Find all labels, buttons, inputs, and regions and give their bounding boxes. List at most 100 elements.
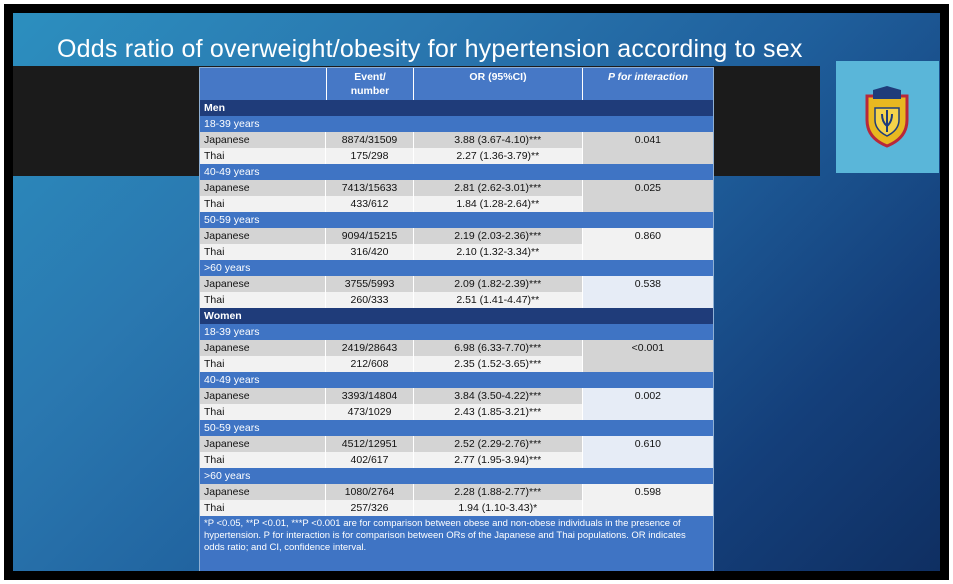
p-interaction-cell xyxy=(581,244,713,260)
p-interaction-cell xyxy=(581,196,713,212)
table-row: Thai 316/420 2.10 (1.32-3.34)** xyxy=(200,244,713,260)
p-interaction-cell: 0.002 xyxy=(581,388,713,404)
p-interaction-cell: 0.860 xyxy=(581,228,713,244)
p-interaction-cell: <0.001 xyxy=(581,340,713,356)
table-row: Japanese 3393/14804 3.84 (3.50-4.22)*** 0.0… xyxy=(200,388,713,404)
table-row: Thai 473/1029 2.43 (1.85-3.21)*** xyxy=(200,404,713,420)
table-row: Japanese 1080/2764 2.28 (1.88-2.77)*** 0.59… xyxy=(200,484,713,500)
header-event: Event/ xyxy=(354,71,386,83)
age-group-header: >60 years xyxy=(200,468,713,484)
population-cell: Japanese xyxy=(204,230,250,242)
table-row: Thai 433/612 1.84 (1.28-2.64)** xyxy=(200,196,713,212)
event-cell: 473/1029 xyxy=(325,404,412,420)
event-cell: 175/298 xyxy=(325,148,412,164)
table-row: Thai 402/617 2.77 (1.95-3.94)*** xyxy=(200,452,713,468)
slide-title: Odds ratio of overweight/obesity for hyp… xyxy=(57,35,803,63)
event-cell: 4512/12951 xyxy=(325,436,412,452)
event-cell: 2419/28643 xyxy=(325,340,412,356)
age-group-header: >60 years xyxy=(200,260,713,276)
population-cell: Thai xyxy=(204,454,225,466)
section-header: Women xyxy=(200,308,713,324)
odds-ratio-cell: 2.52 (2.29-2.76)*** xyxy=(412,436,582,452)
table-row: Japanese 7413/15633 2.81 (2.62-3.01)*** 0.0… xyxy=(200,180,713,196)
event-cell: 8874/31509 xyxy=(325,132,412,148)
p-interaction-cell: 0.025 xyxy=(581,180,713,196)
age-group-label: >60 years xyxy=(204,262,251,274)
table-body: Men 18-39 years Japanese 8874/31509 3.88 (3.… xyxy=(200,100,713,516)
header-p-interaction: P for interaction xyxy=(582,68,713,100)
p-interaction-cell: 0.041 xyxy=(581,132,713,148)
population-cell: Thai xyxy=(204,198,225,210)
p-interaction-cell: 0.610 xyxy=(581,436,713,452)
table-row: Japanese 9094/15215 2.19 (2.03-2.36)*** 0.8… xyxy=(200,228,713,244)
event-cell: 3393/14804 xyxy=(325,388,412,404)
population-cell: Japanese xyxy=(204,182,250,194)
section-label: Women xyxy=(204,310,242,322)
age-group-label: 18-39 years xyxy=(204,326,260,338)
population-cell: Thai xyxy=(204,406,225,418)
event-cell: 7413/15633 xyxy=(325,180,412,196)
p-interaction-cell xyxy=(581,404,713,420)
p-interaction-cell xyxy=(581,356,713,372)
age-group-label: 18-39 years xyxy=(204,118,260,130)
table-row: Japanese 3755/5993 2.09 (1.82-2.39)*** 0.53… xyxy=(200,276,713,292)
university-seal-icon xyxy=(865,86,909,148)
age-group-header: 40-49 years xyxy=(200,372,713,388)
table-header: Event/ number OR (95%CI) P for interacti… xyxy=(200,68,713,100)
odds-ratio-cell: 2.27 (1.36-3.79)** xyxy=(412,148,582,164)
p-interaction-cell xyxy=(581,452,713,468)
population-cell: Thai xyxy=(204,150,225,162)
population-cell: Japanese xyxy=(204,390,250,402)
age-group-label: 50-59 years xyxy=(204,214,260,226)
logo-panel xyxy=(836,61,939,173)
odds-ratio-cell: 3.84 (3.50-4.22)*** xyxy=(412,388,582,404)
odds-ratio-cell: 2.19 (2.03-2.36)*** xyxy=(412,228,582,244)
odds-ratio-cell: 2.10 (1.32-3.34)** xyxy=(412,244,582,260)
age-group-label: >60 years xyxy=(204,470,251,482)
population-cell: Japanese xyxy=(204,438,250,450)
population-cell: Thai xyxy=(204,358,225,370)
event-cell: 257/326 xyxy=(325,500,412,516)
odds-ratio-cell: 2.77 (1.95-3.94)*** xyxy=(412,452,582,468)
odds-ratio-cell: 2.51 (1.41-4.47)** xyxy=(412,292,582,308)
age-group-header: 50-59 years xyxy=(200,420,713,436)
odds-ratio-cell: 1.84 (1.28-2.64)** xyxy=(412,196,582,212)
table-row: Thai 175/298 2.27 (1.36-3.79)** xyxy=(200,148,713,164)
table-row: Thai 212/608 2.35 (1.52-3.65)*** xyxy=(200,356,713,372)
odds-ratio-cell: 2.35 (1.52-3.65)*** xyxy=(412,356,582,372)
table-row: Thai 260/333 2.51 (1.41-4.47)** xyxy=(200,292,713,308)
odds-ratio-cell: 3.88 (3.67-4.10)*** xyxy=(412,132,582,148)
odds-ratio-cell: 2.81 (2.62-3.01)*** xyxy=(412,180,582,196)
odds-ratio-cell: 2.43 (1.85-3.21)*** xyxy=(412,404,582,420)
table-footnote: *P <0.05, **P <0.01, ***P <0.001 are for… xyxy=(200,516,713,571)
p-interaction-cell xyxy=(581,292,713,308)
results-table: Event/ number OR (95%CI) P for interacti… xyxy=(199,67,714,571)
event-cell: 316/420 xyxy=(325,244,412,260)
population-cell: Japanese xyxy=(204,486,250,498)
population-cell: Japanese xyxy=(204,278,250,290)
age-group-header: 40-49 years xyxy=(200,164,713,180)
table-row: Japanese 8874/31509 3.88 (3.67-4.10)*** 0.0… xyxy=(200,132,713,148)
population-cell: Japanese xyxy=(204,134,250,146)
p-interaction-cell: 0.598 xyxy=(581,484,713,500)
table-row: Japanese 2419/28643 6.98 (6.33-7.70)*** <0.… xyxy=(200,340,713,356)
age-group-label: 50-59 years xyxy=(204,422,260,434)
age-group-header: 50-59 years xyxy=(200,212,713,228)
p-interaction-cell xyxy=(581,500,713,516)
age-group-header: 18-39 years xyxy=(200,324,713,340)
event-cell: 9094/15215 xyxy=(325,228,412,244)
event-cell: 260/333 xyxy=(325,292,412,308)
section-label: Men xyxy=(204,102,225,114)
p-interaction-cell: 0.538 xyxy=(581,276,713,292)
event-cell: 212/608 xyxy=(325,356,412,372)
population-cell: Thai xyxy=(204,502,225,514)
age-group-label: 40-49 years xyxy=(204,374,260,386)
odds-ratio-cell: 2.28 (1.88-2.77)*** xyxy=(412,484,582,500)
p-interaction-cell xyxy=(581,148,713,164)
odds-ratio-cell: 6.98 (6.33-7.70)*** xyxy=(412,340,582,356)
event-cell: 402/617 xyxy=(325,452,412,468)
event-cell: 1080/2764 xyxy=(325,484,412,500)
header-number: number xyxy=(350,85,390,97)
odds-ratio-cell: 2.09 (1.82-2.39)*** xyxy=(412,276,582,292)
event-cell: 3755/5993 xyxy=(325,276,412,292)
